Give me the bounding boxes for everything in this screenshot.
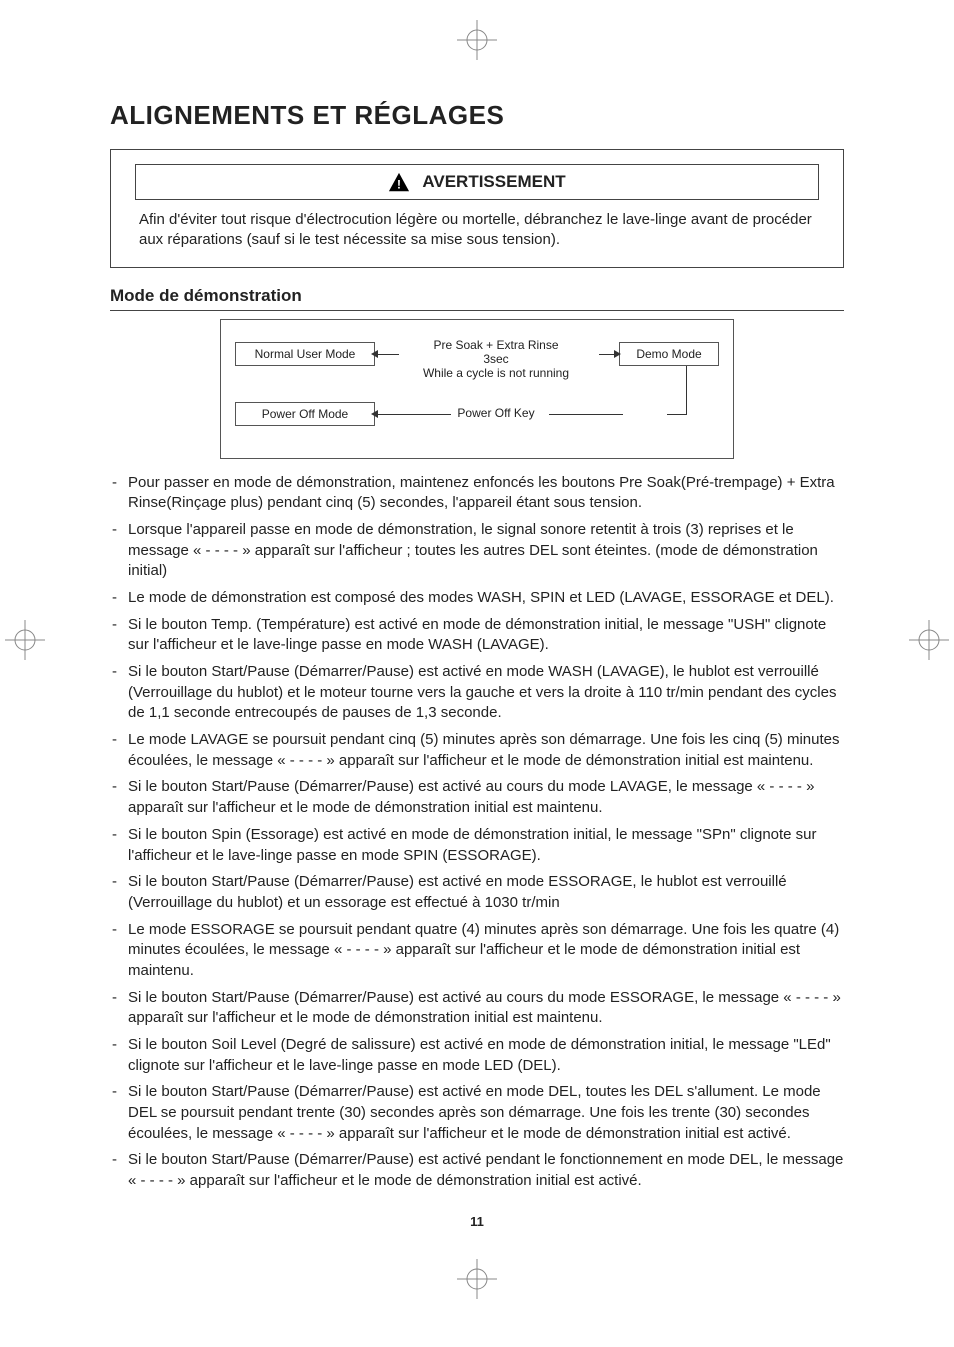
mode-diagram-wrap: Normal User Mode Power Off Mode Demo Mod… [110, 319, 844, 459]
list-item: Si le bouton Spin (Essorage) est activé … [110, 825, 844, 866]
instruction-list: Pour passer en mode de démonstration, ma… [110, 473, 844, 1192]
document-page: ALIGNEMENTS ET RÉGLAGES ! AVERTISSEMENT … [0, 0, 954, 1289]
diagram-poweroff-mode-box: Power Off Mode [235, 402, 375, 426]
page-number: 11 [110, 1214, 844, 1229]
list-item: Si le bouton Start/Pause (Démarrer/Pause… [110, 777, 844, 818]
list-item: Si le bouton Start/Pause (Démarrer/Pause… [110, 988, 844, 1029]
diagram-demo-mode-box: Demo Mode [619, 342, 719, 366]
warning-icon: ! [388, 172, 410, 192]
list-item: Si le bouton Temp. (Température) est act… [110, 615, 844, 656]
diagram-poweroffkey-text: Power Off Key [391, 406, 601, 420]
diagram-line [549, 414, 623, 415]
warning-banner: ! AVERTISSEMENT [135, 164, 819, 200]
diagram-center-line2: 3sec [391, 352, 601, 366]
register-mark-top [457, 20, 497, 60]
diagram-connector [686, 366, 687, 414]
diagram-normal-mode-box: Normal User Mode [235, 342, 375, 366]
register-mark-right [909, 620, 949, 660]
warning-label: AVERTISSEMENT [422, 172, 565, 192]
diagram-center-line1: Pre Soak + Extra Rinse [391, 338, 601, 352]
list-item: Pour passer en mode de démonstration, ma… [110, 473, 844, 514]
warning-box: ! AVERTISSEMENT Afin d'éviter tout risqu… [110, 149, 844, 268]
svg-text:!: ! [397, 177, 401, 191]
diagram-connector [667, 414, 687, 415]
warning-text: Afin d'éviter tout risque d'électrocutio… [135, 210, 819, 251]
list-item: Lorsque l'appareil passe en mode de démo… [110, 520, 844, 582]
list-item: Si le bouton Start/Pause (Démarrer/Pause… [110, 662, 844, 724]
list-item: Si le bouton Start/Pause (Démarrer/Pause… [110, 1082, 844, 1144]
list-item: Si le bouton Start/Pause (Démarrer/Pause… [110, 872, 844, 913]
list-item: Le mode LAVAGE se poursuit pendant cinq … [110, 730, 844, 771]
diagram-center-text: Pre Soak + Extra Rinse 3sec While a cycl… [391, 338, 601, 380]
list-item: Le mode ESSORAGE se poursuit pendant qua… [110, 920, 844, 982]
mode-diagram: Normal User Mode Power Off Mode Demo Mod… [220, 319, 734, 459]
list-item: Si le bouton Soil Level (Degré de saliss… [110, 1035, 844, 1076]
register-mark-left [5, 620, 45, 660]
section-heading: Mode de démonstration [110, 286, 844, 311]
list-item: Si le bouton Start/Pause (Démarrer/Pause… [110, 1150, 844, 1191]
diagram-center-line3: While a cycle is not running [391, 366, 601, 380]
register-mark-bottom [457, 1259, 497, 1299]
diagram-arrow [599, 354, 615, 355]
diagram-arrow [377, 354, 399, 355]
page-title: ALIGNEMENTS ET RÉGLAGES [110, 100, 844, 131]
list-item: Le mode de démonstration est composé des… [110, 588, 844, 609]
diagram-arrow [377, 414, 451, 415]
